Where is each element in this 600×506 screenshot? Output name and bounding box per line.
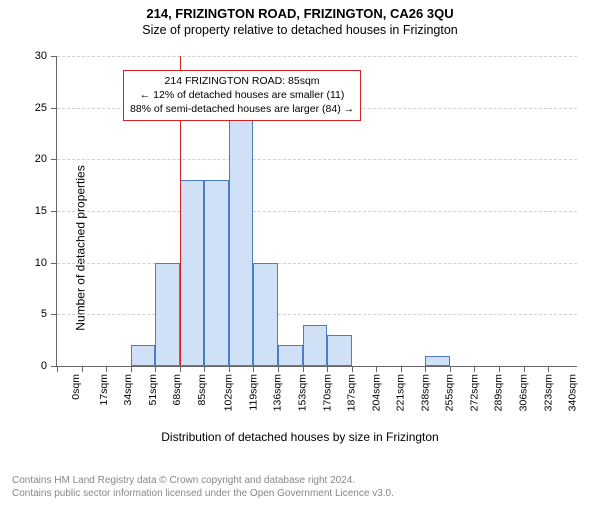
x-tick-label: 85sqm [196, 374, 208, 406]
x-tick [327, 366, 328, 372]
x-tick [278, 366, 279, 372]
marker-annotation: 214 FRIZINGTON ROAD: 85sqm← 12% of detac… [123, 70, 361, 121]
x-tick-label: 238sqm [419, 374, 431, 411]
marker-annotation-line: 88% of semi-detached houses are larger (… [130, 102, 354, 116]
histogram-bar [155, 263, 180, 366]
chart-subtitle: Size of property relative to detached ho… [0, 23, 600, 37]
histogram-bar [229, 97, 254, 366]
marker-annotation-line: ← 12% of detached houses are smaller (11… [130, 88, 354, 102]
y-tick-label: 0 [41, 360, 47, 372]
x-tick-label: 272sqm [469, 374, 481, 411]
x-tick [253, 366, 254, 372]
x-tick [229, 366, 230, 372]
x-tick [204, 366, 205, 372]
chart-container: Number of detached properties 0510152025… [0, 48, 600, 448]
histogram-bar [303, 325, 328, 366]
x-tick-label: 102sqm [223, 374, 235, 411]
gridline [57, 56, 577, 57]
x-tick-label: 255sqm [444, 374, 456, 411]
y-tick-label: 10 [35, 257, 47, 269]
x-tick [401, 366, 402, 372]
y-tick-label: 25 [35, 102, 47, 114]
x-tick [548, 366, 549, 372]
y-tick-label: 5 [41, 308, 47, 320]
x-tick-label: 187sqm [346, 374, 358, 411]
x-tick-label: 204sqm [370, 374, 382, 411]
x-tick [352, 366, 353, 372]
x-tick [474, 366, 475, 372]
x-tick [499, 366, 500, 372]
histogram-bar [425, 356, 450, 366]
histogram-bar [327, 335, 352, 366]
x-tick-label: 289sqm [493, 374, 505, 411]
histogram-bar [204, 180, 229, 366]
x-tick-label: 34sqm [122, 374, 134, 406]
x-tick [524, 366, 525, 372]
x-tick-label: 340sqm [567, 374, 579, 411]
x-tick-label: 323sqm [542, 374, 554, 411]
footer-line-2: Contains public sector information licen… [12, 487, 394, 500]
footer-line-1: Contains HM Land Registry data © Crown c… [12, 474, 394, 487]
x-tick-label: 17sqm [97, 374, 109, 406]
x-tick-label: 0sqm [70, 374, 82, 400]
x-tick [131, 366, 132, 372]
x-tick [425, 366, 426, 372]
x-tick [155, 366, 156, 372]
y-tick-label: 20 [35, 153, 47, 165]
y-tick [51, 211, 57, 212]
y-tick-label: 15 [35, 205, 47, 217]
histogram-bar [131, 345, 156, 366]
x-tick [376, 366, 377, 372]
y-tick [51, 56, 57, 57]
x-tick [57, 366, 58, 372]
x-tick [303, 366, 304, 372]
y-tick [51, 159, 57, 160]
x-tick-label: 221sqm [395, 374, 407, 411]
chart-title-address: 214, FRIZINGTON ROAD, FRIZINGTON, CA26 3… [0, 6, 600, 21]
gridline [57, 159, 577, 160]
histogram-bar [253, 263, 278, 366]
gridline [57, 263, 577, 264]
x-tick-label: 68sqm [171, 374, 183, 406]
x-tick [82, 366, 83, 372]
x-tick-label: 51sqm [146, 374, 158, 406]
y-tick [51, 108, 57, 109]
attribution-footer: Contains HM Land Registry data © Crown c… [12, 474, 394, 500]
x-axis-label: Distribution of detached houses by size … [0, 430, 600, 444]
x-tick-label: 306sqm [518, 374, 530, 411]
x-tick [180, 366, 181, 372]
y-tick [51, 263, 57, 264]
plot-area: 0510152025300sqm17sqm34sqm51sqm68sqm85sq… [56, 56, 577, 367]
histogram-bar [278, 345, 303, 366]
x-tick-label: 119sqm [247, 374, 259, 411]
x-tick [106, 366, 107, 372]
x-tick [450, 366, 451, 372]
y-tick-label: 30 [35, 50, 47, 62]
x-tick-label: 136sqm [272, 374, 284, 411]
x-tick-label: 170sqm [321, 374, 333, 411]
marker-annotation-line: 214 FRIZINGTON ROAD: 85sqm [130, 74, 354, 88]
y-tick [51, 314, 57, 315]
gridline [57, 211, 577, 212]
x-tick-label: 153sqm [297, 374, 309, 411]
gridline [57, 314, 577, 315]
histogram-bar [180, 180, 205, 366]
